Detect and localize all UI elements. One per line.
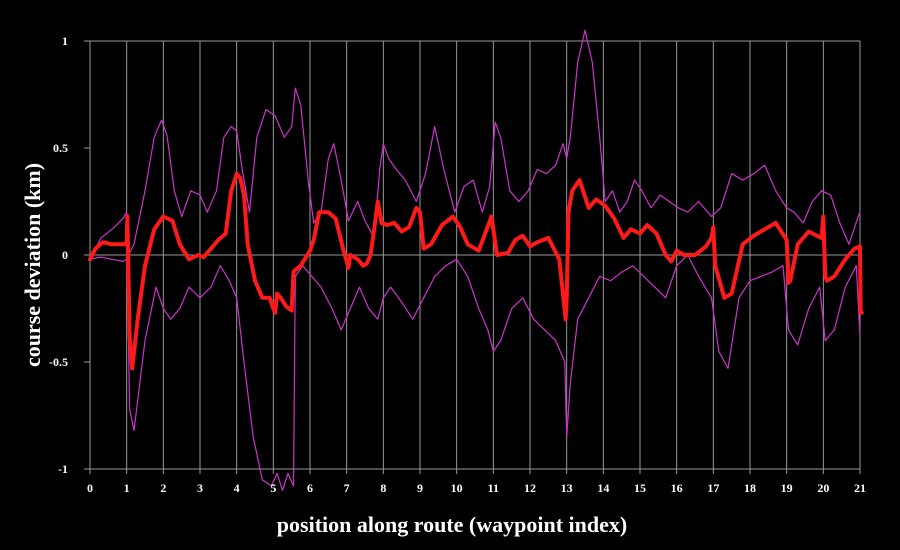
mean-series-line	[88, 171, 864, 371]
x-axis-title: position along route (waypoint index)	[277, 512, 627, 537]
x-tick-label: 16	[671, 481, 683, 495]
x-tick-label: 10	[451, 481, 463, 495]
x-tick-label: 0	[87, 481, 93, 495]
y-tick-label: 1	[62, 34, 68, 48]
x-tick-label: 15	[634, 481, 646, 495]
x-tick-label: 18	[744, 481, 756, 495]
x-tick-label: 21	[854, 481, 866, 495]
x-tick-label: 14	[597, 481, 609, 495]
upper-series-line	[89, 29, 861, 260]
x-tick-label: 5	[270, 481, 276, 495]
x-tick-label: 20	[817, 481, 829, 495]
y-axis-title: course deviation (km)	[20, 163, 45, 367]
x-tick-label: 12	[524, 481, 536, 495]
x-tick-label: 19	[781, 481, 793, 495]
x-tick-label: 1	[124, 481, 130, 495]
x-tick-label: 2	[160, 481, 166, 495]
y-tick-label: 0.5	[53, 141, 68, 155]
x-tick-label: 11	[488, 481, 499, 495]
x-tick-label: 7	[344, 481, 350, 495]
y-tick-label: -0.5	[49, 355, 68, 369]
x-tick-label: 4	[234, 481, 240, 495]
x-tick-label: 13	[561, 481, 573, 495]
lower-series-line	[89, 254, 861, 491]
x-tick-labels: 0 1 2 3 4 5 6 7 8 9 10 11 12 13 14 15 16 17 18 19 20 21	[87, 481, 866, 495]
x-tick-label: 8	[380, 481, 386, 495]
series-lines	[88, 29, 864, 491]
x-tick-label: 9	[417, 481, 423, 495]
x-tick-label: 3	[197, 481, 203, 495]
y-tick-label: 0	[62, 248, 68, 262]
y-tick-labels: -1 -0.5 0 0.5 1	[49, 34, 68, 476]
x-tick-label: 6	[307, 481, 313, 495]
y-tick-label: -1	[58, 462, 68, 476]
x-tick-label: 17	[707, 481, 719, 495]
